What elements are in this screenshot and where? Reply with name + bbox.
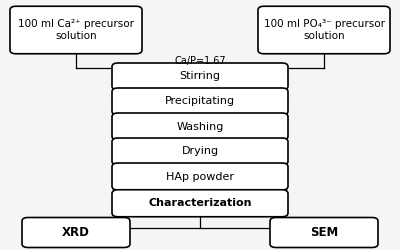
FancyBboxPatch shape — [258, 6, 390, 54]
Text: HAp powder: HAp powder — [166, 172, 234, 181]
Text: 100 ml Ca²⁺ precursor
solution: 100 ml Ca²⁺ precursor solution — [18, 19, 134, 41]
Text: Stirring: Stirring — [180, 72, 220, 82]
FancyBboxPatch shape — [112, 88, 288, 115]
Text: Characterization: Characterization — [148, 198, 252, 208]
FancyBboxPatch shape — [22, 218, 130, 248]
FancyBboxPatch shape — [112, 113, 288, 140]
Text: SEM: SEM — [310, 226, 338, 239]
FancyBboxPatch shape — [112, 63, 288, 90]
FancyBboxPatch shape — [10, 6, 142, 54]
Text: XRD: XRD — [62, 226, 90, 239]
FancyBboxPatch shape — [112, 163, 288, 190]
Text: Precipitating: Precipitating — [165, 96, 235, 106]
Text: Drying: Drying — [182, 146, 218, 156]
FancyBboxPatch shape — [112, 138, 288, 165]
Text: Ca/P=1.67: Ca/P=1.67 — [174, 56, 226, 66]
Text: 100 ml PO₄³⁻ precursor
solution: 100 ml PO₄³⁻ precursor solution — [264, 19, 384, 41]
FancyBboxPatch shape — [112, 190, 288, 217]
Text: Washing: Washing — [176, 122, 224, 132]
FancyBboxPatch shape — [270, 218, 378, 248]
